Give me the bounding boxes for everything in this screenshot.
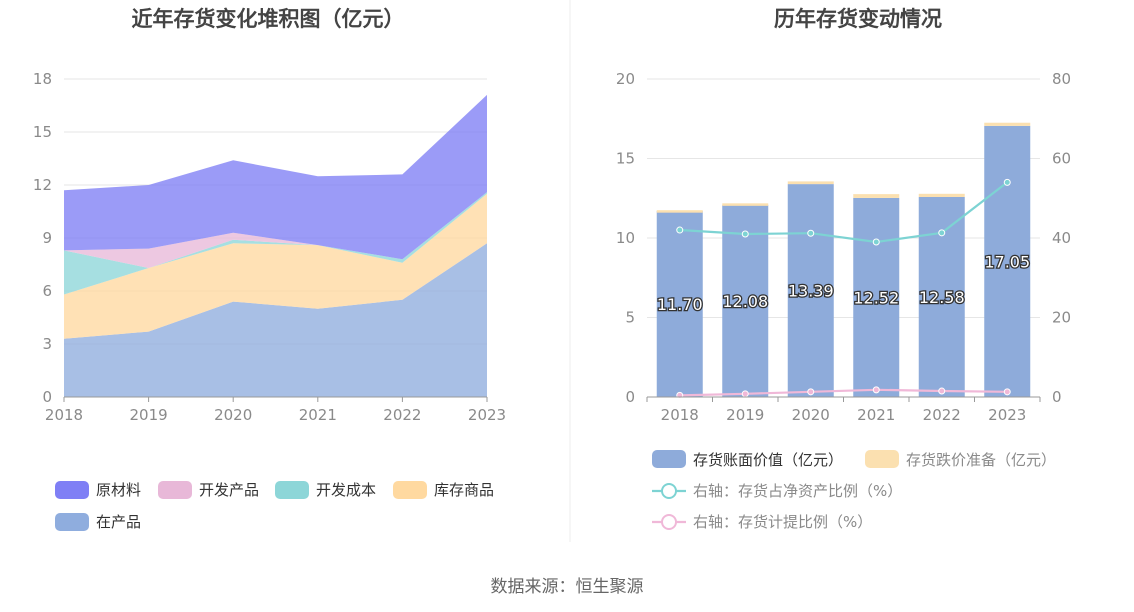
right-x-tick-label: 2018 [661,406,699,424]
bar-impairment-reserve [984,122,1031,126]
right-y2-tick-label: 80 [1052,70,1071,88]
left-y-tick-label: 18 [33,70,52,88]
left-legend-swatch[interactable] [55,513,89,531]
left-x-axis: 2018 2019 2020 2021 2022 2023 [45,396,506,424]
right-y-tick-label: 0 [625,388,635,406]
bar-value-label: 11.70 [657,295,703,314]
left-y-axis: 0 3 6 9 12 15 18 [33,70,52,406]
stacked-area-chart: 近年存货变化堆积图（亿元） 2018 2019 2020 2021 2022 2023 0… [33,7,506,531]
right-x-axis: 2018 2019 2020 2021 2022 2023 [646,396,1041,424]
right-y2-tick-label: 20 [1052,309,1071,327]
left-legend-swatch[interactable] [393,481,427,499]
left-y-tick-label: 9 [42,229,52,247]
bar-impairment-reserve [918,193,965,197]
bar-value-label: 12.58 [919,288,965,307]
left-legend-swatch[interactable] [158,481,192,499]
area-series--e8b8d8 [64,192,487,268]
left-x-tick-label: 2023 [468,406,506,424]
left-area-series [64,94,487,397]
bar-value-label: 12.08 [722,292,768,311]
legend-line-marker[interactable] [661,483,677,499]
right-x-tick-label: 2021 [857,406,895,424]
left-legend-label[interactable]: 原材料 [96,481,141,499]
point-inventory-to-net-assets [872,238,880,246]
left-y-tick-label: 15 [33,123,52,141]
right-legend: 存货账面价值（亿元） 存货跌价准备（亿元）右轴：存货占净资产比例（%） 右轴：存货计… [652,450,1056,531]
right-y-tick-label: 20 [616,70,635,88]
right-chart-title: 历年存货变动情况 [774,7,942,31]
right-x-tick-label: 2023 [988,406,1026,424]
legend-swatch-book-value[interactable] [652,450,686,468]
point-provision-ratio [872,386,880,394]
left-legend-label[interactable]: 库存商品 [434,481,494,499]
right-bar-labels: 11.70 12.08 13.39 12.52 12.58 17.05 [656,251,1032,315]
legend-line-marker[interactable] [661,514,677,530]
bar-impairment-reserve [722,203,769,206]
point-provision-ratio [741,390,749,398]
left-legend-swatch[interactable] [55,481,89,499]
bar-impairment-reserve [853,194,900,198]
bar-value-label: 17.05 [984,252,1030,271]
left-y-tick-label: 3 [42,335,52,353]
right-bars [656,122,1031,397]
bar-impairment-reserve [656,210,703,213]
left-y-tick-label: 12 [33,176,52,194]
point-inventory-to-net-assets [741,230,749,238]
legend-swatch-impairment[interactable] [865,450,899,468]
point-inventory-to-net-assets [938,229,946,237]
point-inventory-to-net-assets [676,226,684,234]
left-x-tick-label: 2020 [214,406,252,424]
point-inventory-to-net-assets [1003,178,1011,186]
left-x-tick-label: 2022 [383,406,421,424]
right-y2-tick-label: 60 [1052,150,1071,168]
bar-value-label: 13.39 [788,282,834,301]
point-inventory-to-net-assets [807,229,815,237]
right-y2-tick-label: 40 [1052,229,1071,247]
right-x-tick-label: 2019 [726,406,764,424]
bar-book-value [984,125,1031,397]
legend-label-book-value[interactable]: 存货账面价值（亿元） [693,451,843,469]
area-series--8fadde [64,243,487,397]
right-lines [676,178,1011,399]
left-y-tick-label: 6 [42,282,52,300]
area-series--7f7ff5 [64,94,487,260]
right-y-tick-label: 10 [616,229,635,247]
left-chart-title: 近年存货变化堆积图（亿元） [132,7,405,31]
point-provision-ratio [1003,388,1011,396]
point-provision-ratio [807,388,815,396]
bar-impairment-reserve [787,181,834,185]
left-x-tick-label: 2018 [45,406,83,424]
area-series--8dd6d8 [64,192,487,295]
line-inventory-to-net-assets [679,181,1008,244]
legend-label-net-asset-ratio[interactable]: 右轴：存货占净资产比例（%） [693,482,902,500]
right-x-tick-label: 2020 [792,406,830,424]
left-legend-swatch[interactable] [275,481,309,499]
left-legend-label[interactable]: 开发成本 [316,481,376,499]
point-provision-ratio [676,391,684,399]
data-source: 数据来源：恒生聚源 [491,577,644,597]
line-provision-ratio [679,388,1008,397]
left-x-tick-label: 2019 [130,406,168,424]
left-legend-label[interactable]: 开发产品 [199,481,259,499]
bar-book-value [787,184,834,397]
right-x-tick-label: 2022 [923,406,961,424]
point-provision-ratio [938,387,946,395]
left-legend-label[interactable]: 在产品 [96,513,141,531]
right-y-axis: 0 5 10 15 20 [616,70,635,406]
bar-value-label: 12.52 [853,288,899,307]
right-y-tick-label: 5 [625,309,635,327]
legend-label-impairment[interactable]: 存货跌价准备（亿元） [906,451,1056,469]
left-y-tick-label: 0 [42,388,52,406]
right-y-tick-label: 15 [616,150,635,168]
right-y2-tick-label: 0 [1052,388,1062,406]
left-x-tick-label: 2021 [299,406,337,424]
right-y2-axis: 0 20 40 60 80 [1052,70,1071,406]
area-series--ffd9a0 [64,193,487,339]
bar-book-value [656,210,703,397]
legend-label-provision-ratio[interactable]: 右轴：存货计提比例（%） [693,513,872,531]
bar-book-value [853,197,900,397]
